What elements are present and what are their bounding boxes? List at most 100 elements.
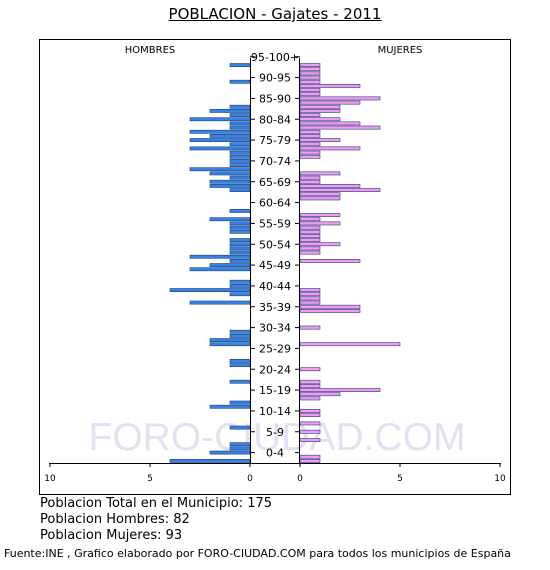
bar-hombres-age-58 [209,217,251,222]
bar-hombres-age-74 [229,150,251,155]
age-group-label: 50-54 [259,238,291,251]
bar-hombres-age-52 [229,242,251,247]
bar-hombres-age-91 [229,79,251,84]
chart-title: POBLACION - Gajates - 2011 [0,5,550,23]
bar-hombres-age-29 [209,338,251,342]
bar-hombres-age-13 [209,404,251,409]
bar-mujeres-age-77 [299,138,341,142]
bar-mujeres-age-40 [299,292,321,297]
bar-hombres-age-42 [229,284,251,288]
bar-hombres-age-57 [229,221,251,226]
bar-mujeres-age-0 [299,459,321,463]
stat-total: Poblacion Total en el Municipio: 175 [40,496,273,511]
age-group-label: 20-24 [259,363,291,376]
bar-mujeres-age-65 [299,188,381,192]
age-group-label: 25-29 [259,342,291,355]
bar-mujeres-age-63 [299,196,341,201]
age-group-label: 35-39 [259,301,291,314]
bar-hombres-age-51 [229,246,251,251]
bar-mujeres-age-16 [299,392,341,397]
bar-mujeres-age-50 [299,250,321,255]
bar-mujeres-age-68 [299,175,321,180]
bar-hombres-age-53 [229,238,251,242]
bar-mujeres-age-91 [299,79,321,84]
bar-mujeres-age-53 [299,238,321,242]
bar-mujeres-age-88 [299,92,321,97]
bar-mujeres-age-92 [299,75,321,80]
bar-mujeres-age-17 [299,388,381,392]
bar-mujeres-age-15 [299,396,321,401]
bar-mujeres-age-87 [299,96,381,101]
bar-hombres-age-38 [189,300,251,305]
bar-mujeres-age-76 [299,142,321,147]
bar-hombres-age-65 [229,188,251,192]
bar-mujeres-age-74 [299,150,321,155]
bar-mujeres-age-59 [299,213,341,217]
bar-hombres-age-69 [209,171,251,176]
age-group-label: 75-79 [259,134,291,147]
age-group-label: 95-100+ [251,51,299,64]
age-group-label: 65-69 [259,176,291,189]
bar-mujeres-age-54 [299,234,321,238]
x-tick-label-right: 10 [494,474,506,484]
bar-hombres-age-0 [169,459,251,463]
age-group-label: 60-64 [259,197,291,210]
population-pyramid-chart: FORO-CIUDAD.COM 0-4 5-9 10-14 15-19 20-24 25-… [39,39,511,495]
bar-mujeres-age-67 [299,179,321,184]
bar-mujeres-age-39 [299,296,321,301]
age-group-label: 40-44 [259,280,291,293]
bar-hombres-age-85 [229,104,251,109]
bar-hombres-age-28 [209,342,251,347]
bar-mujeres-age-66 [299,184,361,188]
bar-mujeres-age-82 [299,117,341,122]
bar-hombres-age-47 [209,263,251,267]
bar-hombres-age-3 [229,446,251,451]
bar-hombres-age-79 [189,129,251,134]
watermark: FORO-CIUDAD.COM [89,416,466,459]
bar-hombres-age-83 [229,113,251,117]
bar-hombres-age-67 [209,179,251,184]
x-tick-label-left: 0 [247,474,253,484]
chart-title-text: POBLACION - Gajates - 2011 [168,5,382,23]
bar-mujeres-age-41 [299,288,321,292]
bar-mujeres-age-36 [299,309,361,313]
bar-mujeres-age-69 [299,171,341,176]
bar-mujeres-age-58 [299,217,321,222]
bar-hombres-age-43 [229,279,251,284]
bar-hombres-age-56 [229,225,251,230]
bar-hombres-age-95 [229,63,251,67]
age-group-label: 15-19 [259,384,291,397]
bar-mujeres-age-94 [299,67,321,72]
bar-hombres-age-78 [209,134,251,138]
bar-hombres-age-41 [169,288,251,292]
bar-hombres-age-75 [189,146,251,151]
bar-hombres-age-70 [189,167,251,172]
bar-hombres-age-82 [189,117,251,122]
age-group-label: 10-14 [259,405,291,418]
bar-mujeres-age-18 [299,384,321,388]
bar-mujeres-age-22 [299,367,321,372]
bar-hombres-age-46 [189,267,251,272]
chart-frame [39,39,511,495]
bar-mujeres-age-28 [299,342,401,347]
bar-mujeres-age-83 [299,113,321,117]
bar-mujeres-age-75 [299,146,361,151]
bar-mujeres-age-19 [299,379,321,384]
bar-hombres-age-76 [229,142,251,147]
bar-hombres-age-31 [229,329,251,334]
bar-mujeres-age-57 [299,221,341,226]
bar-mujeres-age-56 [299,225,321,230]
bar-mujeres-age-12 [299,409,321,413]
bar-mujeres-age-95 [299,63,321,67]
bar-hombres-age-66 [209,184,251,188]
bar-hombres-age-73 [229,154,251,159]
bar-hombres-age-60 [229,209,251,213]
bar-mujeres-age-9 [299,421,321,426]
bar-mujeres-age-38 [299,300,321,305]
left-header: HOMBRES [125,45,176,56]
bar-mujeres-age-93 [299,71,321,76]
bar-hombres-age-81 [229,121,251,126]
bar-mujeres-age-64 [299,192,341,197]
bar-mujeres-age-1 [299,454,321,459]
bars-layer [169,63,401,463]
